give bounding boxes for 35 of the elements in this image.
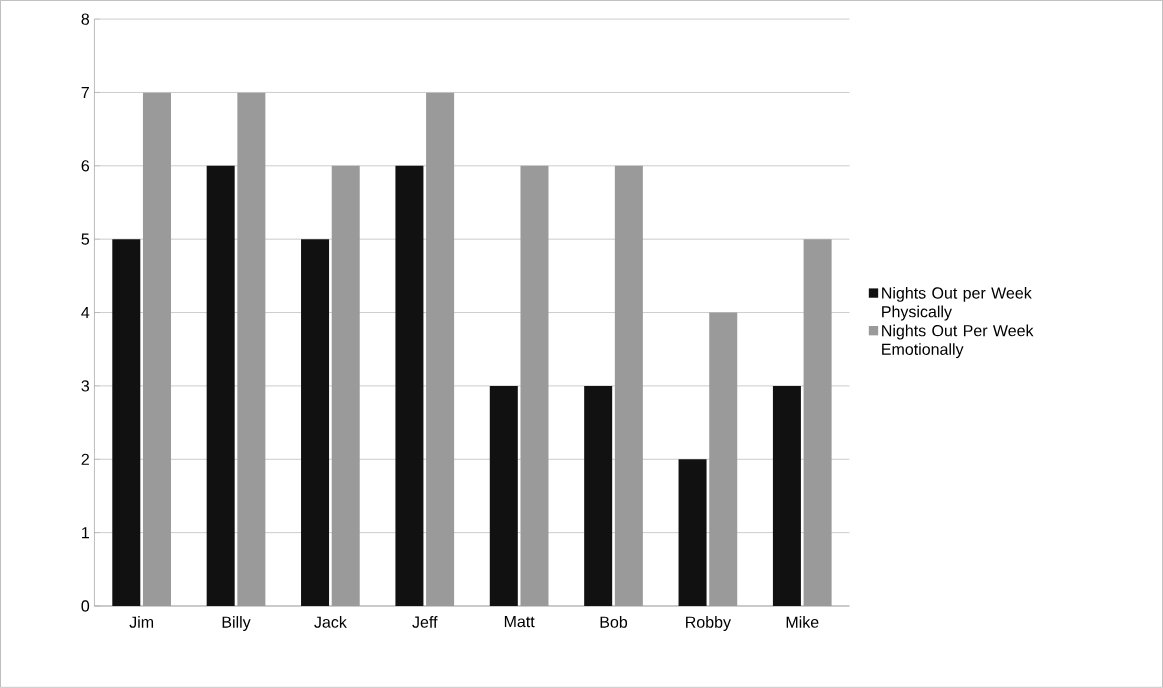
x-tick-label: Jim xyxy=(129,616,154,628)
x-tick-label: Jeff xyxy=(412,616,438,628)
bar xyxy=(803,239,832,607)
bar xyxy=(489,386,518,607)
bar xyxy=(772,386,801,607)
bar xyxy=(709,312,738,607)
bar xyxy=(395,165,424,607)
y-tick-label: 0 xyxy=(81,600,90,612)
y-tick-label: 7 xyxy=(81,87,89,99)
y-tick-label: 1 xyxy=(82,527,89,539)
y-tick-label: 3 xyxy=(81,380,90,392)
bar xyxy=(142,92,171,607)
x-tick-label: Robby xyxy=(686,616,731,632)
y-tick-label: 4 xyxy=(81,307,90,319)
x-tick-label: Mike xyxy=(786,616,819,628)
y-tick-label: 5 xyxy=(81,233,90,245)
bar xyxy=(614,165,643,607)
y-tick-label: 6 xyxy=(81,160,90,172)
bar xyxy=(678,459,707,607)
x-tick-label: Jack xyxy=(314,616,347,628)
x-tick-label: Bob xyxy=(600,616,628,628)
bar xyxy=(112,239,141,607)
bar xyxy=(584,386,613,607)
bar xyxy=(237,92,266,607)
legend-label: Nights Out per Week Physically xyxy=(882,287,1032,321)
bar xyxy=(520,165,549,607)
x-tick-label: Billy xyxy=(222,616,251,632)
bar xyxy=(301,239,330,607)
y-tick-label: 8 xyxy=(81,13,90,25)
x-tick-label: Matt xyxy=(504,616,535,628)
y-tick-label: 2 xyxy=(81,453,89,465)
bar xyxy=(331,165,360,607)
legend-label: Nights Out Per Week Emotionally xyxy=(882,324,1034,359)
bar xyxy=(206,165,235,607)
bar xyxy=(426,92,455,607)
